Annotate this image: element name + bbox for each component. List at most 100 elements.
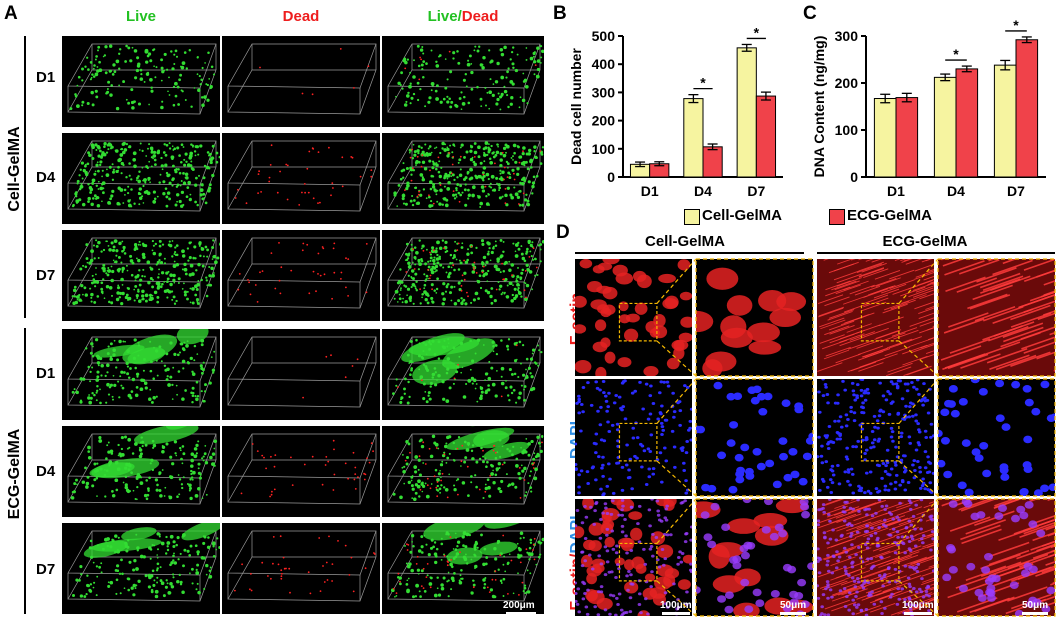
dead-cell-y-tick-label: 300 bbox=[592, 84, 616, 100]
live-dead-image-live-row-5 bbox=[62, 426, 220, 517]
dna-content-y-tick-label: 100 bbox=[835, 122, 859, 138]
live-dead-image-live-row-3 bbox=[62, 230, 220, 321]
dna-content-y-tick-label: 300 bbox=[835, 28, 859, 44]
group-label-cell-gelma: Cell-GelMA bbox=[6, 114, 24, 224]
fluorescence-image-dapi-col-3 bbox=[817, 379, 934, 496]
dead-cell-category-label: D1 bbox=[641, 183, 659, 199]
dna-content-bar-d7-ecg-gelma bbox=[1016, 40, 1038, 177]
live-dead-image-merge-row-3 bbox=[382, 230, 544, 321]
panel-letter-d: D bbox=[556, 223, 570, 242]
dead-cell-significance-star: * bbox=[700, 75, 706, 91]
dead-cell-y-tick-label: 200 bbox=[592, 113, 616, 129]
dna-content-y-tick-label: 200 bbox=[835, 75, 859, 91]
dead-cell-chart-svg: 0 100 200 300 400 500 Dead cell number D1 * D4 * D7 bbox=[553, 25, 793, 215]
panel-d-header-cell-gelma: Cell-GelMA bbox=[600, 234, 770, 249]
dead-cell-bar-d7-ecg-gelma bbox=[756, 96, 775, 177]
live-dead-image-merge-row-5 bbox=[382, 426, 544, 517]
row-label-cell-d4: D4 bbox=[36, 170, 55, 185]
scale-bar-50um-ecg bbox=[1022, 612, 1048, 615]
column-header-merge: Live/Dead bbox=[382, 9, 544, 24]
legend-swatch-cell-gelma bbox=[684, 209, 700, 225]
dead-cell-y-tick-label: 0 bbox=[607, 169, 615, 185]
scale-bar-200um bbox=[506, 612, 536, 615]
dna-content-y-tick-label: 0 bbox=[850, 169, 858, 185]
panel-d-header-rule-right bbox=[817, 252, 1055, 254]
group-label-ecg-gelma: ECG-GelMA bbox=[6, 419, 24, 529]
dead-cell-y-tick-label: 100 bbox=[592, 141, 616, 157]
live-dead-image-dead-row-2 bbox=[222, 133, 380, 224]
dead-cell-category-label: D7 bbox=[747, 183, 765, 199]
column-header-dead: Dead bbox=[222, 9, 380, 24]
row-label-ecg-d4: D4 bbox=[36, 464, 55, 479]
dna-content-y-axis-label: DNA Content (ng/mg) bbox=[811, 36, 827, 178]
dna-content-bar-d4-cell-gelma bbox=[934, 77, 956, 177]
legend-label-cell-gelma: Cell-GelMA bbox=[702, 208, 782, 223]
dna-content-significance-star: * bbox=[1013, 17, 1019, 33]
panel-letter-c: C bbox=[803, 4, 817, 23]
dead-cell-bar-d4-ecg-gelma bbox=[703, 147, 722, 177]
legend-swatch-ecg-gelma bbox=[829, 209, 845, 225]
dna-content-category-label: D1 bbox=[887, 183, 905, 199]
dead-cell-bar-chart: 0 100 200 300 400 500 Dead cell number D1 * D4 * D7 bbox=[553, 25, 793, 215]
live-dead-image-dead-row-6 bbox=[222, 523, 380, 614]
dead-cell-y-tick-label: 400 bbox=[592, 56, 616, 72]
live-dead-image-merge-row-4 bbox=[382, 329, 544, 420]
scale-bar-50um-cell bbox=[780, 612, 806, 615]
scale-label-200um: 200μm bbox=[503, 601, 535, 611]
fluorescence-image-dapi-col-4 bbox=[938, 379, 1055, 496]
group-bracket-ecg bbox=[24, 328, 26, 614]
dna-content-bar-d4-ecg-gelma bbox=[956, 69, 978, 177]
live-dead-image-merge-row-1 bbox=[382, 36, 544, 127]
live-dead-image-merge-row-2 bbox=[382, 133, 544, 224]
panel-letter-a: A bbox=[4, 4, 18, 23]
live-dead-image-live-row-1 bbox=[62, 36, 220, 127]
live-dead-image-dead-row-3 bbox=[222, 230, 380, 321]
dead-cell-y-axis-label: Dead cell number bbox=[568, 48, 584, 165]
live-dead-image-dead-row-1 bbox=[222, 36, 380, 127]
dna-content-bar-d7-cell-gelma bbox=[994, 65, 1016, 177]
dead-cell-bar-d4-cell-gelma bbox=[684, 99, 703, 177]
live-dead-image-dead-row-4 bbox=[222, 329, 380, 420]
dna-content-category-label: D4 bbox=[947, 183, 965, 199]
dna-content-significance-star: * bbox=[953, 46, 959, 62]
panel-letter-b: B bbox=[553, 4, 567, 23]
scale-label-50um-ecg: 50μm bbox=[1022, 601, 1048, 611]
dead-cell-category-label: D4 bbox=[694, 183, 712, 199]
scale-bar-100um-ecg bbox=[904, 612, 932, 615]
live-dead-image-live-row-2 bbox=[62, 133, 220, 224]
panel-d-header-rule-left bbox=[575, 252, 804, 254]
fluorescence-image-f-actin-col-2 bbox=[696, 259, 813, 376]
row-label-ecg-d7: D7 bbox=[36, 562, 55, 577]
dna-content-bar-d1-ecg-gelma bbox=[896, 98, 918, 177]
panel-d-header-ecg-gelma: ECG-GelMA bbox=[840, 234, 1010, 249]
row-label-ecg-d1: D1 bbox=[36, 366, 55, 381]
scale-label-50um-cell: 50μm bbox=[780, 601, 806, 611]
dna-content-category-label: D7 bbox=[1007, 183, 1025, 199]
fluorescence-image-dapi-col-2 bbox=[696, 379, 813, 496]
fluorescence-image-merge-col-3 bbox=[817, 499, 934, 616]
dead-cell-y-tick-label: 500 bbox=[592, 28, 616, 44]
column-header-live: Live bbox=[62, 9, 220, 24]
dead-cell-bar-d7-cell-gelma bbox=[737, 48, 756, 177]
merge-live-text: Live bbox=[428, 8, 458, 25]
fluorescence-image-merge-col-1 bbox=[575, 499, 692, 616]
row-label-cell-d7: D7 bbox=[36, 268, 55, 283]
fluorescence-image-f-actin-col-3 bbox=[817, 259, 934, 376]
live-dead-image-live-row-6 bbox=[62, 523, 220, 614]
live-dead-image-live-row-4 bbox=[62, 329, 220, 420]
dna-content-bar-d1-cell-gelma bbox=[874, 99, 896, 177]
dead-cell-significance-star: * bbox=[754, 24, 760, 40]
group-bracket-cell bbox=[24, 36, 26, 318]
fluorescence-image-f-actin-col-4 bbox=[938, 259, 1055, 376]
scale-label-100um-cell: 100μm bbox=[660, 601, 692, 611]
fluorescence-image-f-actin-col-1 bbox=[575, 259, 692, 376]
merge-dead-text: Dead bbox=[462, 8, 499, 25]
fluorescence-image-merge-col-4 bbox=[938, 499, 1055, 616]
scale-label-100um-ecg: 100μm bbox=[902, 601, 934, 611]
legend-label-ecg-gelma: ECG-GelMA bbox=[847, 208, 932, 223]
scale-bar-100um-cell bbox=[662, 612, 690, 615]
fluorescence-image-dapi-col-1 bbox=[575, 379, 692, 496]
fluorescence-image-merge-col-2 bbox=[696, 499, 813, 616]
